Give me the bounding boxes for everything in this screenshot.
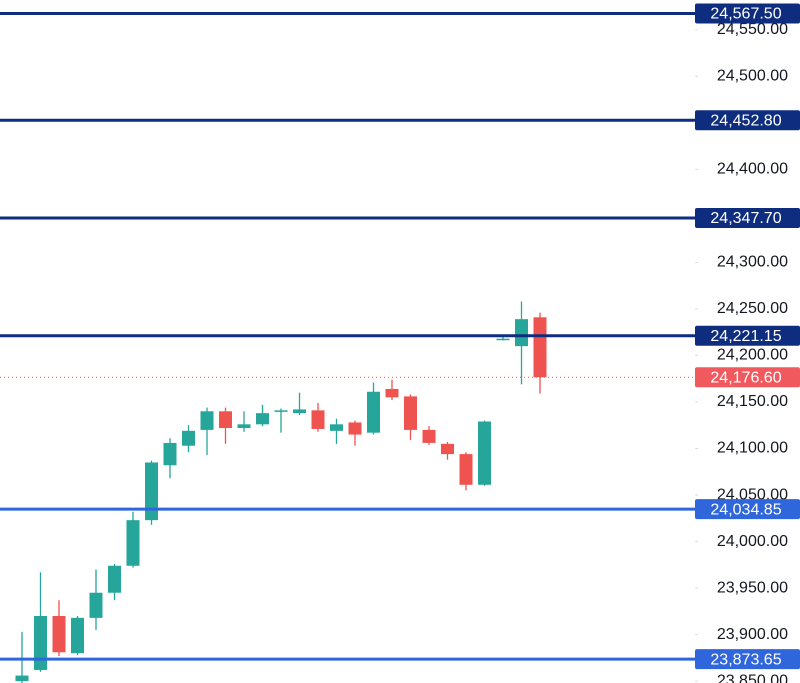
- candle-body: [256, 413, 269, 425]
- candle-body: [163, 442, 177, 466]
- y-tick-label: 24,250.00: [717, 300, 788, 317]
- level-label-box: [695, 3, 800, 24]
- level-label: 24,221.15: [710, 328, 781, 345]
- y-tick-label: 24,500.00: [717, 68, 788, 85]
- level-label: 23,873.65: [710, 651, 781, 668]
- candle-body: [478, 421, 491, 485]
- candle-body: [459, 454, 473, 485]
- y-tick-label: 23,850.00: [717, 672, 788, 683]
- candle-body: [533, 317, 547, 378]
- candle-body: [108, 565, 121, 593]
- current-price-box: [695, 367, 800, 388]
- y-tick-label: 23,900.00: [717, 626, 788, 643]
- candle-body: [441, 443, 454, 455]
- candle-body: [182, 430, 195, 446]
- level-label: 24,034.85: [710, 501, 781, 518]
- candle-body: [34, 616, 47, 670]
- y-tick-label: 24,150.00: [717, 393, 788, 410]
- candle-body: [404, 396, 417, 430]
- candle-body: [385, 388, 399, 398]
- current-price-label: 24,176.60: [710, 369, 781, 386]
- candle-body: [219, 411, 232, 429]
- candle-body: [15, 675, 29, 682]
- candle-body: [496, 338, 510, 341]
- candle-body: [89, 592, 103, 618]
- candle-body: [274, 410, 288, 412]
- level-label: 24,567.50: [710, 6, 781, 23]
- level-label-box: [695, 110, 800, 131]
- y-tick-label: 24,100.00: [717, 440, 788, 457]
- candle-body: [311, 410, 325, 429]
- candle-body: [293, 409, 306, 414]
- candle-body: [126, 520, 140, 566]
- y-tick-label: 24,550.00: [717, 21, 788, 38]
- level-label-box: [695, 208, 800, 229]
- level-label-box: [695, 499, 800, 520]
- candle-body: [422, 429, 436, 443]
- candle-body: [71, 617, 84, 654]
- y-tick-label: 24,000.00: [717, 533, 788, 550]
- y-tick-label: 24,200.00: [717, 347, 788, 364]
- level-label: 24,347.70: [710, 210, 781, 227]
- y-tick-label: 23,950.00: [717, 579, 788, 596]
- candle-body: [348, 422, 362, 435]
- candle-body: [367, 391, 380, 433]
- candle-body: [237, 424, 251, 429]
- candle-body: [330, 424, 343, 431]
- y-tick-label: 24,400.00: [717, 161, 788, 178]
- y-tick-label: 24,300.00: [717, 254, 788, 271]
- candle-body: [145, 462, 158, 521]
- level-label-box: [695, 649, 800, 670]
- candle-body: [52, 616, 66, 653]
- level-label-box: [695, 325, 800, 346]
- y-tick-label: 24,050.00: [717, 486, 788, 503]
- candle-body: [515, 319, 528, 347]
- candle-body: [200, 411, 214, 430]
- level-label: 24,452.80: [710, 112, 781, 129]
